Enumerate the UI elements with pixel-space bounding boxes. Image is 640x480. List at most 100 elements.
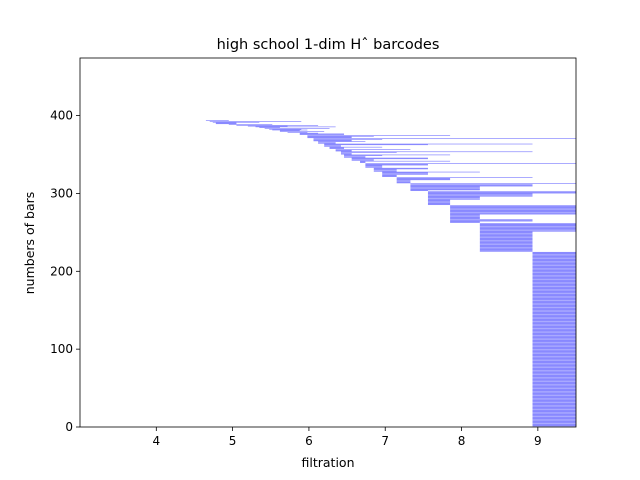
barcode-bar (427, 193, 533, 195)
barcode-bar (335, 149, 411, 150)
barcode-bar (532, 272, 576, 274)
barcode-bar (532, 381, 576, 382)
barcode-bar (532, 364, 576, 366)
barcode-bar (532, 336, 576, 337)
barcode-bar (532, 255, 576, 256)
barcode-bar (532, 406, 576, 408)
barcode-bar (427, 202, 451, 203)
barcode-bar (532, 392, 576, 393)
barcode-bar (532, 398, 576, 399)
barcode-bar (532, 389, 576, 391)
barcode-bar (532, 326, 576, 328)
barcode-bar (450, 217, 480, 219)
barcode-bar (532, 301, 576, 302)
barcode-bar (532, 330, 576, 332)
barcode-bar (479, 247, 533, 248)
barcode-bar (532, 321, 576, 322)
barcode-bar (532, 290, 576, 292)
barcode-bar (396, 177, 533, 178)
barcode-bar (532, 395, 576, 397)
barcode-bar (532, 417, 576, 419)
barcode-bar (532, 293, 576, 294)
barcode-bar (360, 161, 366, 163)
barcode-bar (335, 150, 352, 152)
barcode-bar (450, 221, 480, 223)
barcode-bar (532, 361, 576, 363)
barcode-bar (532, 315, 576, 316)
barcode-bar (360, 162, 366, 163)
barcode-bar (228, 124, 273, 125)
barcode-bar (365, 164, 428, 166)
barcode-bar (532, 332, 576, 333)
barcode-bar (532, 282, 576, 283)
barcode-bar (532, 387, 576, 388)
barcode-bar (532, 319, 576, 321)
barcode-bar (532, 373, 576, 374)
barcode-bar (479, 236, 533, 237)
barcode-bar (532, 264, 576, 265)
plot-frame (79, 57, 577, 428)
barcode-bar (532, 396, 576, 398)
barcode-bar (427, 197, 480, 199)
barcode-bar (532, 367, 576, 368)
barcode-bar (532, 380, 576, 381)
barcode-bar (532, 391, 576, 392)
barcode-bar (365, 167, 383, 168)
barcode-bar (532, 272, 576, 273)
barcode-bar (532, 308, 576, 310)
barcode-bar (450, 208, 576, 209)
barcode-bar (532, 346, 576, 348)
barcode-bar (313, 140, 352, 142)
barcode-bar (532, 357, 576, 359)
barcode-bar (532, 273, 576, 275)
barcode-bar (479, 233, 533, 234)
barcode-bar (340, 153, 352, 155)
barcode-bar (532, 280, 576, 282)
barcode-bar (324, 146, 341, 147)
barcode-bar (410, 187, 480, 188)
barcode-bar (532, 359, 576, 360)
barcode-bar (532, 324, 576, 325)
barcode-bar (313, 139, 352, 141)
barcode-bar (247, 125, 288, 127)
barcode-bar (410, 184, 533, 185)
barcode-bar (427, 191, 576, 192)
barcode-bar (532, 360, 576, 362)
barcode-bar (532, 365, 576, 367)
barcode-bar (532, 254, 576, 255)
barcode-bar (532, 350, 576, 352)
barcode-bar (532, 302, 576, 304)
barcode-bar (532, 288, 576, 290)
barcode-bar (373, 169, 397, 170)
barcode-bar (318, 142, 336, 143)
barcode-bar (450, 213, 576, 214)
barcode-bar (427, 194, 533, 195)
barcode-bar (532, 410, 576, 412)
barcode-bar (450, 211, 576, 213)
barcode-bar (382, 173, 428, 174)
barcode-bar (532, 409, 576, 411)
barcode-bar (479, 230, 576, 231)
barcode-bar (532, 402, 576, 403)
barcode-bar (396, 179, 451, 181)
barcode-bar (532, 329, 576, 330)
barcode-bar (450, 212, 576, 213)
barcode-bar (532, 281, 576, 283)
barcode-bar (532, 270, 576, 272)
barcode-bar (532, 424, 576, 426)
barcode-bar (532, 283, 576, 285)
barcode-bar (532, 399, 576, 400)
barcode-bar (532, 286, 576, 287)
barcode-bar (324, 143, 533, 145)
barcode-bar (532, 425, 576, 427)
barcode-bar (532, 256, 576, 258)
barcode-bar (532, 311, 576, 312)
barcode-bar (450, 205, 576, 206)
barcode-bar (450, 220, 533, 222)
barcode-bar (215, 122, 237, 124)
barcode-bar (532, 338, 576, 339)
barcode-bar (532, 344, 576, 346)
barcode-bar (479, 245, 533, 247)
barcode-bar (427, 195, 533, 196)
barcode-bar (410, 185, 533, 186)
